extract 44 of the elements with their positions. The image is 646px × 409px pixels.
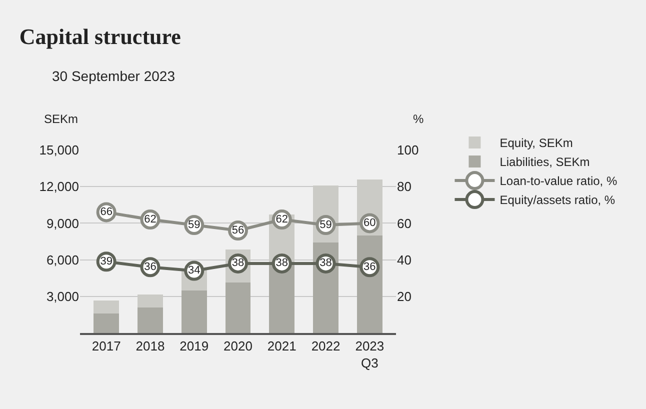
data-label: 36 (144, 260, 156, 273)
data-label: 39 (100, 255, 112, 268)
data-label: 60 (364, 216, 376, 229)
data-label: 62 (276, 213, 288, 226)
x-tick-label: 2023 Q3 (355, 338, 384, 370)
chart-title: Capital structure (19, 24, 182, 50)
bar (225, 282, 251, 333)
y-tick-label: 3,000 (46, 288, 79, 304)
x-tick-label: 2021 (267, 338, 296, 354)
data-label: 38 (232, 257, 244, 270)
data-label: 59 (188, 218, 200, 231)
y-axis-title: SEKm (44, 112, 78, 126)
data-label: 38 (276, 257, 288, 270)
y2-tick-label: 20 (397, 288, 412, 304)
y2-tick-label: 40 (397, 252, 412, 268)
y2-tick-label: 80 (397, 179, 412, 194)
y2-tick-label: 100 (397, 142, 419, 158)
x-tick-label: 2020 (224, 338, 252, 354)
data-label: 62 (144, 213, 156, 226)
x-tick-label: 2022 (311, 338, 340, 354)
y-tick-label: 15,000 (39, 142, 79, 158)
x-tick-label: 2017 (92, 338, 121, 354)
y-tick-label: 12,000 (39, 179, 79, 194)
legend-label: Loan-to-value ratio, % (500, 174, 618, 188)
data-label: 34 (188, 264, 200, 277)
data-label: 38 (320, 257, 332, 270)
y2-axis-title: % (413, 112, 424, 126)
x-tick-label: 2019 (180, 338, 209, 354)
legend-label: Liabilities, SEKm (500, 155, 590, 170)
data-label: 66 (100, 206, 112, 218)
data-label: 59 (320, 218, 332, 231)
legend-label: Equity, SEKm (500, 136, 573, 150)
bar (94, 300, 120, 314)
bar (181, 290, 207, 333)
data-label: 36 (364, 260, 376, 273)
legend-label: Equity/assets ratio, % (500, 193, 616, 208)
y-tick-label: 6,000 (46, 252, 79, 268)
x-tick-label: 2018 (136, 338, 165, 354)
y2-tick-label: 60 (397, 216, 412, 231)
bar (137, 307, 163, 333)
y-tick-label: 9,000 (46, 216, 79, 231)
bar (94, 313, 120, 333)
data-label: 56 (232, 224, 244, 236)
chart-subtitle: 30 September 2023 (52, 68, 176, 84)
